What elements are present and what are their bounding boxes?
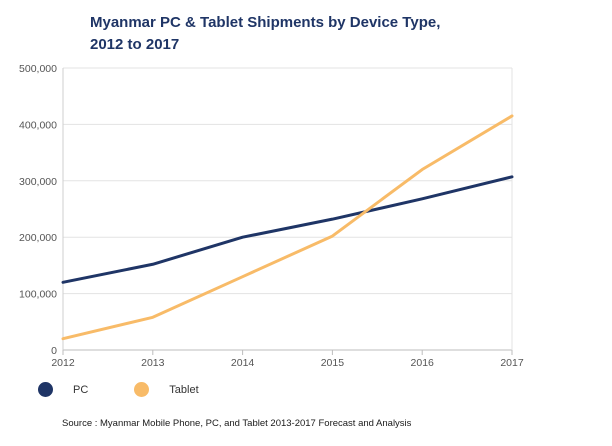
chart-title-line-2: 2012 to 2017 [90, 36, 180, 53]
legend-label-tablet: Tablet [169, 383, 199, 396]
chart-title: Myanmar PC & Tablet Shipments by Device … [90, 12, 510, 56]
legend-label-pc: PC [73, 383, 89, 396]
y-tick-label: 400,000 [19, 119, 57, 131]
legend-item-pc: PC [38, 382, 88, 397]
x-tick-label: 2015 [321, 357, 345, 369]
legend-item-tablet: Tablet [134, 382, 199, 397]
x-tick-label: 2016 [411, 357, 435, 369]
y-tick-label: 0 [51, 345, 57, 357]
y-tick-label: 300,000 [19, 176, 57, 188]
x-tick-label: 2013 [141, 357, 165, 369]
y-tick-label: 200,000 [19, 232, 57, 244]
source-note: Source : Myanmar Mobile Phone, PC, and T… [62, 418, 412, 429]
series-line-pc [61, 175, 514, 284]
chart-title-line-1: Myanmar PC & Tablet Shipments by Device … [90, 14, 441, 31]
legend-swatch-tablet [134, 382, 150, 397]
chart-legend: PC Tablet [38, 382, 245, 397]
y-tick-label: 100,000 [19, 289, 57, 301]
x-tick-label: 2014 [231, 357, 255, 369]
legend-swatch-pc [38, 382, 53, 397]
line-chart: 0 100,000 200,000 300,000 400,000 500,000 2012… [19, 63, 524, 369]
y-tick-label: 500,000 [19, 63, 57, 75]
x-tick-label: 2012 [51, 357, 75, 369]
series-line-tablet [61, 114, 514, 341]
x-tick-label: 2017 [500, 357, 524, 369]
